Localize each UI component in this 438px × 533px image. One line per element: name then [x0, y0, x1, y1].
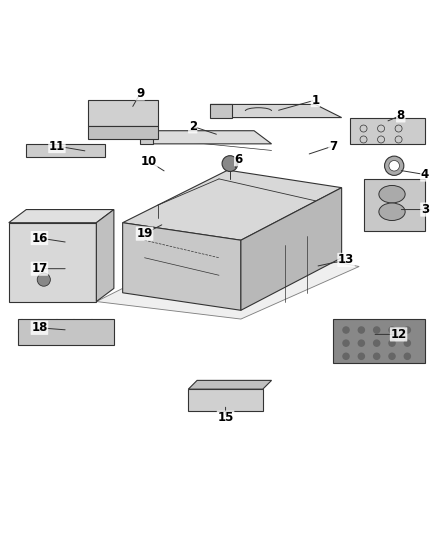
Text: 4: 4: [421, 168, 429, 181]
Circle shape: [37, 273, 50, 286]
Text: 3: 3: [421, 203, 429, 216]
Circle shape: [389, 340, 395, 346]
Polygon shape: [188, 389, 263, 411]
Text: 10: 10: [141, 155, 157, 168]
Text: 16: 16: [31, 231, 48, 245]
Polygon shape: [9, 209, 114, 223]
Circle shape: [404, 327, 410, 333]
Polygon shape: [26, 144, 105, 157]
Text: 17: 17: [31, 262, 48, 275]
Text: 8: 8: [397, 109, 405, 122]
Polygon shape: [9, 223, 96, 302]
Polygon shape: [210, 104, 232, 118]
Circle shape: [358, 353, 364, 359]
Polygon shape: [123, 170, 342, 240]
Polygon shape: [364, 179, 425, 231]
Polygon shape: [88, 126, 158, 140]
Text: 1: 1: [311, 94, 319, 107]
Polygon shape: [96, 240, 359, 319]
Circle shape: [404, 340, 410, 346]
Circle shape: [343, 353, 349, 359]
Polygon shape: [350, 118, 425, 144]
Text: 13: 13: [338, 253, 354, 266]
Circle shape: [343, 340, 349, 346]
Circle shape: [358, 327, 364, 333]
Circle shape: [385, 156, 404, 175]
Circle shape: [374, 327, 380, 333]
Circle shape: [389, 160, 399, 171]
Circle shape: [343, 327, 349, 333]
Text: 15: 15: [217, 411, 234, 424]
Polygon shape: [188, 381, 272, 389]
Polygon shape: [88, 100, 158, 126]
Polygon shape: [241, 188, 342, 310]
Text: 11: 11: [49, 140, 65, 152]
Polygon shape: [333, 319, 425, 363]
Polygon shape: [18, 319, 114, 345]
Text: 12: 12: [390, 328, 407, 341]
Circle shape: [374, 353, 380, 359]
Polygon shape: [96, 209, 114, 302]
Text: 18: 18: [31, 321, 48, 334]
Text: 7: 7: [329, 140, 337, 152]
Circle shape: [358, 340, 364, 346]
Polygon shape: [140, 131, 272, 144]
Text: 2: 2: [189, 120, 197, 133]
Circle shape: [404, 353, 410, 359]
Polygon shape: [210, 104, 342, 118]
Text: 6: 6: [235, 152, 243, 166]
Ellipse shape: [379, 203, 405, 221]
Text: 9: 9: [136, 87, 144, 100]
Ellipse shape: [379, 185, 405, 203]
Circle shape: [374, 340, 380, 346]
Polygon shape: [140, 131, 153, 144]
Polygon shape: [123, 223, 241, 310]
Text: 19: 19: [136, 227, 153, 240]
Circle shape: [222, 156, 238, 172]
Circle shape: [389, 353, 395, 359]
Circle shape: [389, 327, 395, 333]
